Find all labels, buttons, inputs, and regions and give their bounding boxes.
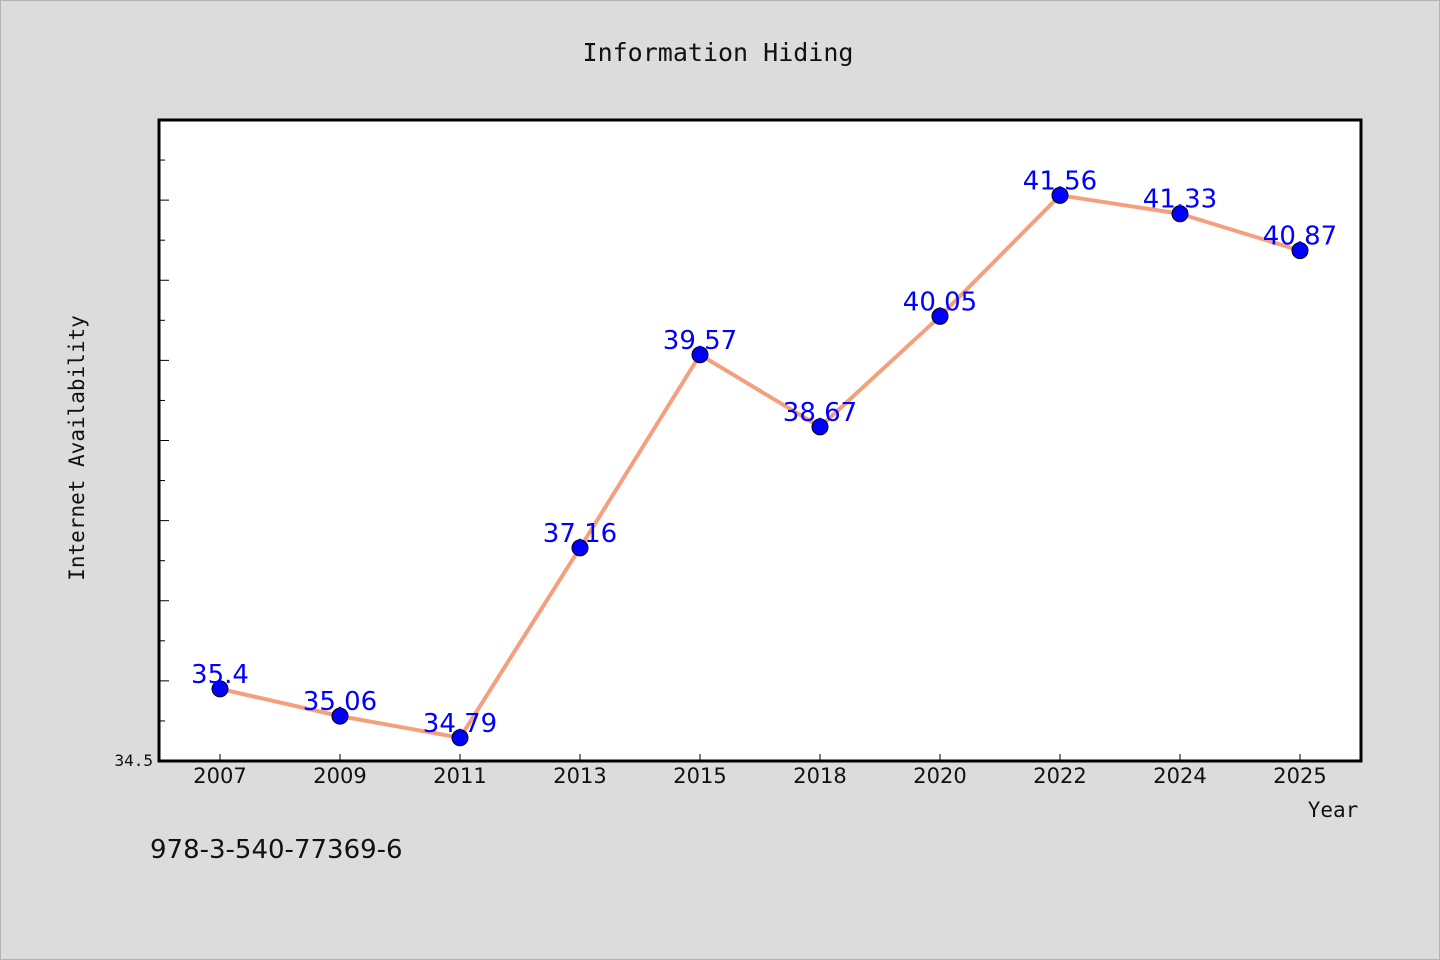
- x-axis-label: Year: [1308, 798, 1359, 822]
- x-tick-label: 2018: [793, 764, 846, 788]
- chart-title: Information Hiding: [583, 38, 854, 67]
- x-tick-label: 2013: [553, 764, 606, 788]
- data-point-marker: [1171, 205, 1189, 223]
- data-label: 35.4: [191, 660, 249, 690]
- data-point-marker: [931, 307, 949, 325]
- data-label: 39.57: [663, 326, 737, 356]
- data-point-marker: [571, 539, 589, 557]
- x-tick-label: 2011: [433, 764, 486, 788]
- y-tick-label: 34.5: [114, 751, 153, 770]
- x-axis-ticks: 2007 2009 2011 2013 2015 2018 2020 2022 2024 2025: [193, 754, 1327, 788]
- data-label: 35.06: [303, 687, 377, 717]
- data-label: 40.87: [1263, 222, 1337, 252]
- data-label: 37.16: [543, 519, 617, 549]
- data-point-marker: [1051, 186, 1069, 204]
- data-label: 41.56: [1023, 166, 1097, 196]
- x-tick-label: 2009: [313, 764, 366, 788]
- data-label: 40.05: [903, 287, 977, 317]
- series-line: [219, 193, 1301, 740]
- data-point-marker: [331, 707, 349, 725]
- y-axis-label: Internet Availability: [65, 315, 89, 581]
- data-point-marker: [1291, 242, 1309, 260]
- data-label: 38.67: [783, 398, 857, 428]
- plot-area: [157, 118, 1363, 763]
- x-tick-label: 2022: [1033, 764, 1086, 788]
- x-tick-label: 2020: [913, 764, 966, 788]
- data-markers: [211, 186, 1309, 747]
- x-tick-label: 2015: [673, 764, 726, 788]
- data-point-marker: [691, 346, 709, 364]
- footer-note: 978-3-540-77369-6: [150, 835, 403, 865]
- x-tick-label: 2007: [193, 764, 246, 788]
- data-point-marker: [811, 418, 829, 436]
- data-labels: 35.4 35.06 34.79 37.16 39.57 38.67 40.05 41.56 4…: [191, 166, 1337, 738]
- x-tick-label: 2025: [1273, 764, 1326, 788]
- data-point-marker: [451, 729, 469, 747]
- data-point-marker: [211, 680, 229, 698]
- y-axis-ticks: 34.5: [114, 119, 169, 770]
- data-label: 34.79: [423, 709, 497, 739]
- data-label: 41.33: [1143, 185, 1217, 215]
- x-tick-label: 2024: [1153, 764, 1206, 788]
